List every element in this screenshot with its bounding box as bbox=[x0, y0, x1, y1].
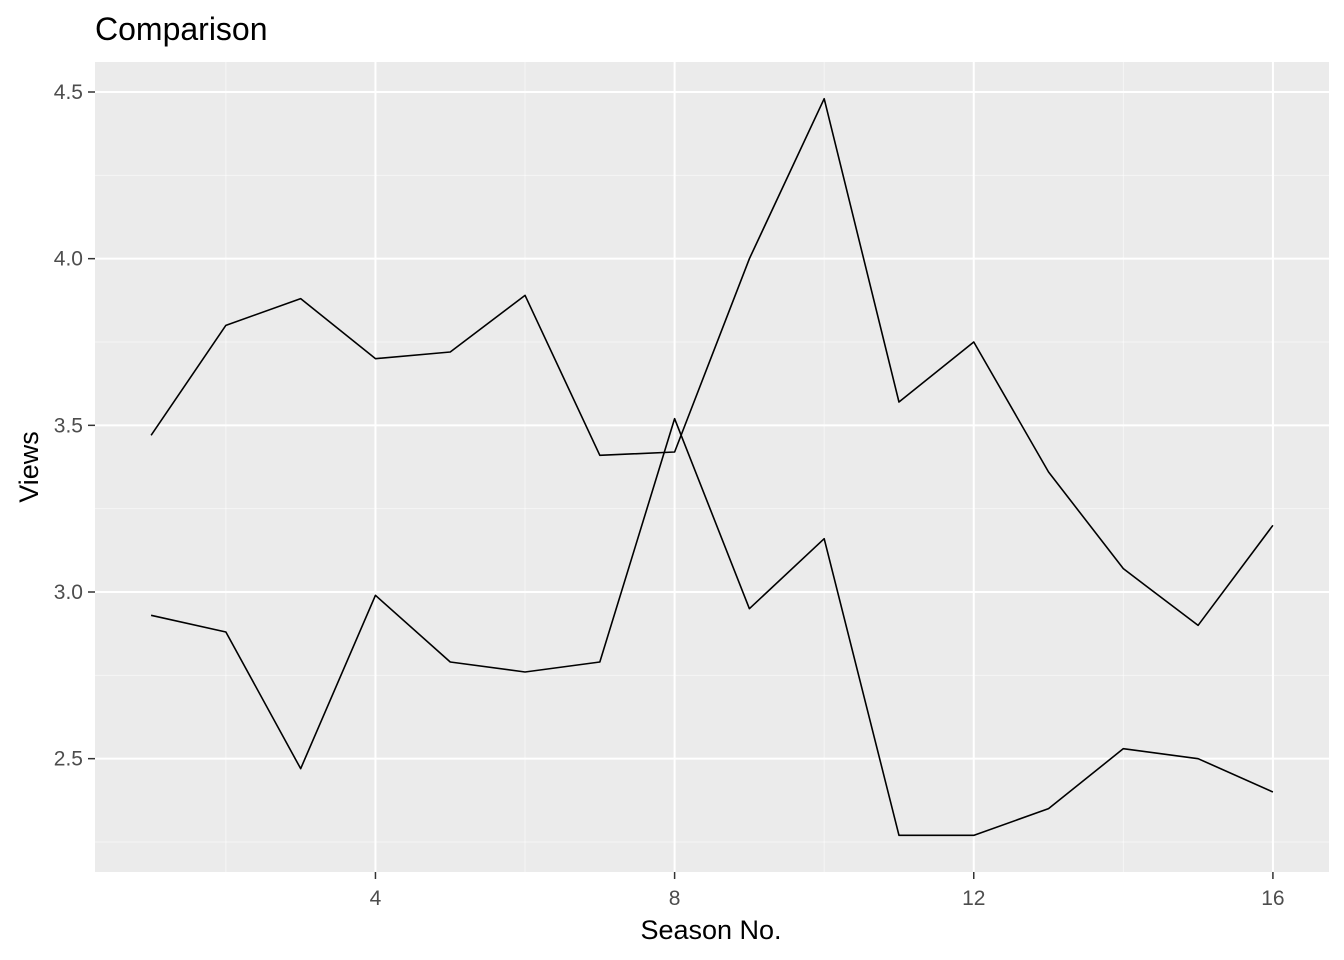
y-tick-label: 3.0 bbox=[54, 581, 83, 604]
series-line-1 bbox=[150, 97, 1274, 627]
y-tick-label: 2.5 bbox=[54, 748, 83, 771]
y-axis-ticks: 2.5 3.0 3.5 4.0 4.5 bbox=[54, 81, 95, 771]
y-axis-title: Views bbox=[14, 431, 44, 503]
x-tick-label: 8 bbox=[669, 887, 681, 910]
x-tick-label: 12 bbox=[962, 887, 985, 910]
major-gridlines bbox=[95, 62, 1329, 872]
x-tick-label: 4 bbox=[370, 887, 382, 910]
x-axis-ticks: 4 8 12 16 bbox=[370, 872, 1285, 910]
chart-title: Comparison bbox=[95, 11, 268, 47]
x-axis-title: Season No. bbox=[640, 915, 781, 945]
x-tick-label: 16 bbox=[1261, 887, 1284, 910]
series-line-2 bbox=[150, 417, 1274, 837]
y-tick-label: 4.0 bbox=[54, 248, 83, 271]
plot-panel bbox=[95, 62, 1329, 872]
y-tick-label: 4.5 bbox=[54, 81, 83, 104]
minor-gridlines bbox=[95, 62, 1329, 872]
series-layer bbox=[150, 97, 1274, 837]
y-tick-label: 3.5 bbox=[54, 414, 83, 437]
